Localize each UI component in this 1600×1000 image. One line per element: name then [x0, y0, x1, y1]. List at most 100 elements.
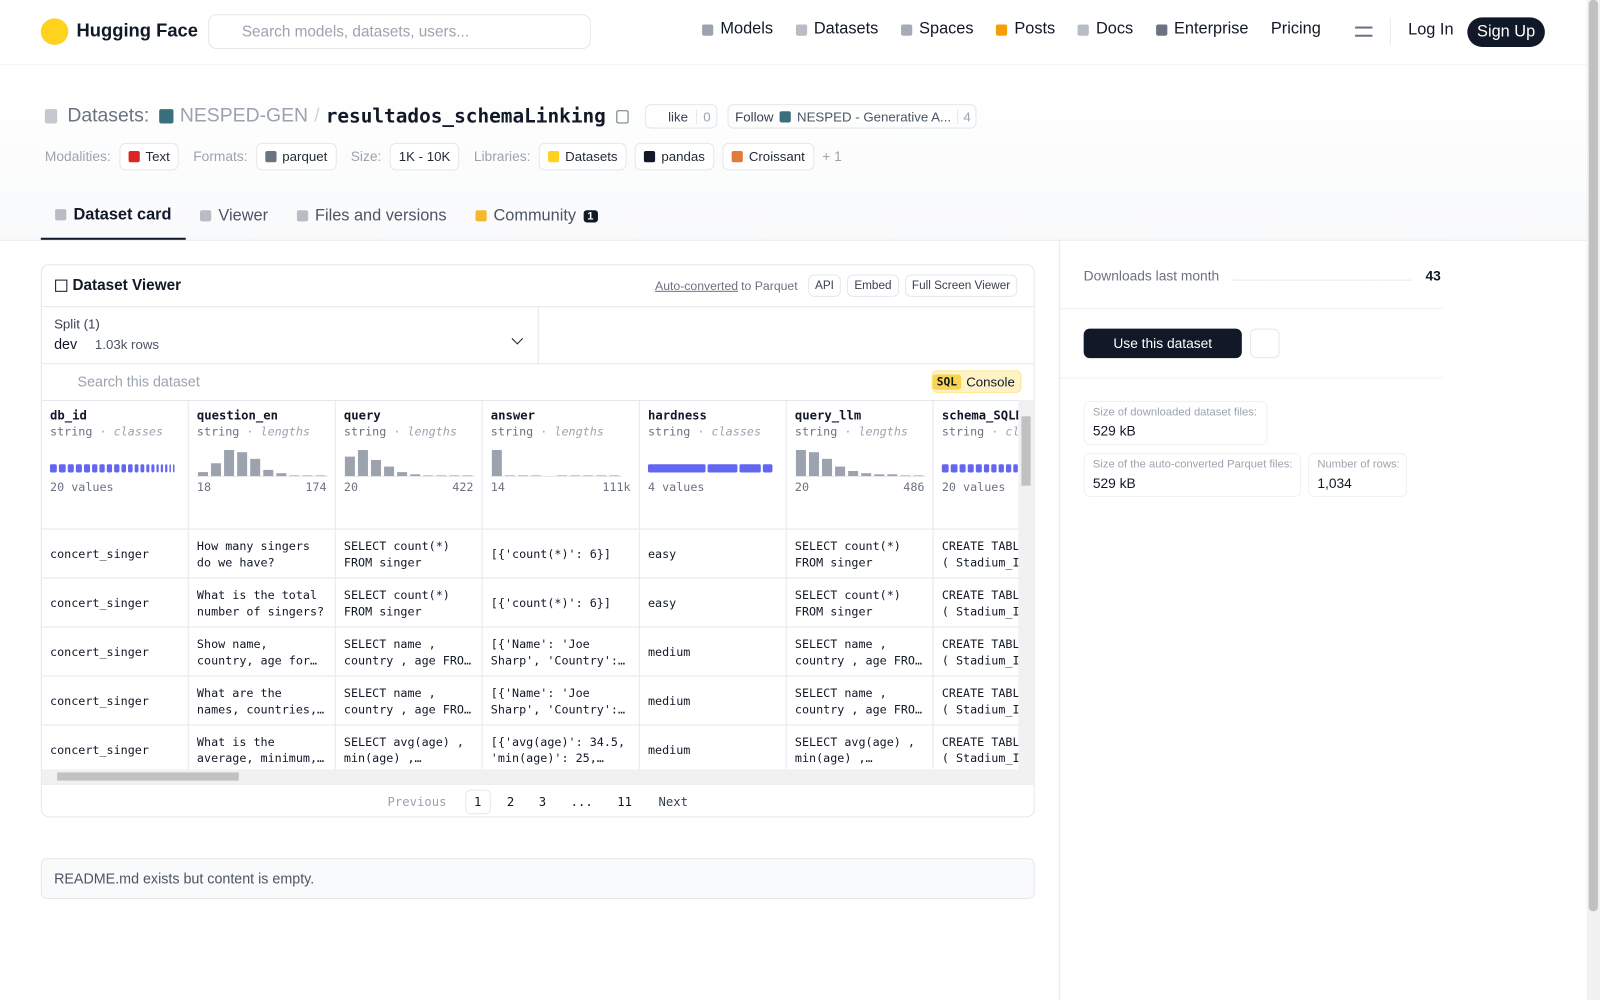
- table-cell[interactable]: CREATE TABL ( Stadium_I: [934, 579, 1019, 627]
- tab[interactable]: Viewer: [186, 192, 283, 240]
- logo-text[interactable]: Hugging Face: [76, 20, 198, 41]
- column-header[interactable]: answer string · lengths 14 111k: [483, 399, 640, 529]
- tab[interactable]: Files and versions: [282, 192, 461, 240]
- column-header[interactable]: db_id string · classes 20 values: [42, 399, 189, 529]
- nav-link[interactable]: Posts: [996, 20, 1055, 38]
- stat-box: Number of rows: 1,034: [1308, 453, 1408, 497]
- table-cell[interactable]: [{'avg(age)': 34.5, 'min(age)': 25,…: [483, 725, 640, 770]
- table-cell[interactable]: CREATE TABL ( Stadium_I: [934, 628, 1019, 676]
- page-number[interactable]: ...: [570, 794, 593, 810]
- more-tags[interactable]: + 1: [822, 148, 842, 165]
- table-cell[interactable]: CREATE TABL ( Stadium_I: [934, 530, 1019, 578]
- tag[interactable]: 1K - 10K: [389, 142, 460, 171]
- owner[interactable]: NESPED-GEN: [179, 105, 309, 127]
- table-cell[interactable]: Show name, country, age for…: [189, 627, 336, 676]
- page-number[interactable]: 1: [464, 789, 491, 815]
- table-cell[interactable]: easy: [640, 578, 787, 627]
- table-cell[interactable]: [{'Name': 'Joe Sharp', 'Country':…: [483, 627, 640, 676]
- nav-link[interactable]: Docs: [1077, 20, 1133, 38]
- cell-text: CREATE TABL ( Stadium_I: [941, 538, 1019, 569]
- table-cell[interactable]: easy: [640, 529, 787, 578]
- page-number[interactable]: 3: [538, 794, 547, 810]
- table-cell[interactable]: medium: [640, 725, 787, 770]
- column-header[interactable]: hardness string · classes 4 values: [640, 399, 787, 529]
- page-next[interactable]: Next: [658, 794, 689, 810]
- nav-icon: [996, 23, 1008, 36]
- table-cell[interactable]: medium: [640, 627, 787, 676]
- table-cell[interactable]: [{'Name': 'Joe Sharp', 'Country':…: [483, 676, 640, 725]
- table-cell[interactable]: SELECT count(*) FROM singer: [336, 529, 483, 578]
- table-cell[interactable]: medium: [640, 676, 787, 725]
- column-header[interactable]: question_en string · lengths 18 174: [189, 399, 336, 529]
- table-cell[interactable]: SELECT name , country , age FRO…: [336, 676, 483, 725]
- cell-text: SELECT count(*) FROM singer: [794, 587, 901, 618]
- nav-link[interactable]: Pricing: [1271, 20, 1321, 38]
- dataset-search[interactable]: Search this dataset SQL Console: [41, 363, 1034, 402]
- tab[interactable]: Dataset card: [40, 192, 186, 240]
- table-cell[interactable]: concert_singer: [42, 529, 189, 578]
- cell-text: medium: [647, 742, 691, 757]
- table-cell[interactable]: SELECT count(*) FROM singer: [787, 529, 934, 578]
- search-box[interactable]: Search models, datasets, users...: [208, 14, 591, 49]
- more-button[interactable]: [1249, 328, 1280, 359]
- column-header[interactable]: query string · lengths 20 422: [336, 399, 483, 529]
- column-header[interactable]: query_llm string · lengths 20 486: [787, 399, 934, 529]
- page-number[interactable]: 2: [506, 794, 515, 810]
- table-cell[interactable]: concert_singer: [42, 578, 189, 627]
- tag[interactable]: parquet: [255, 142, 337, 171]
- page-number[interactable]: 11: [617, 794, 632, 810]
- class-segment: [83, 464, 91, 473]
- table-cell[interactable]: concert_singer: [42, 725, 189, 770]
- signup[interactable]: Sign Up: [1467, 17, 1545, 47]
- class-segment: [160, 464, 164, 473]
- table-cell[interactable]: SELECT avg(age) , min(age) ,…: [787, 725, 934, 770]
- tag[interactable]: Text: [118, 142, 179, 171]
- api-button[interactable]: API: [807, 274, 842, 297]
- sql-console[interactable]: SQL Console: [931, 370, 1021, 393]
- table-cell[interactable]: What is the total number of singers?: [189, 578, 336, 627]
- nav-link[interactable]: Datasets: [795, 20, 878, 38]
- table-cell[interactable]: SELECT name , country , age FRO…: [787, 627, 934, 676]
- table-cell[interactable]: CREATE TABL ( Stadium_I: [934, 677, 1019, 725]
- menu-icon[interactable]: [1355, 26, 1373, 37]
- nav-link[interactable]: Spaces: [900, 20, 974, 38]
- cell-text: [{'count(*)': 6}]: [490, 546, 611, 561]
- use-dataset-button[interactable]: Use this dataset: [1083, 328, 1242, 359]
- table-cell[interactable]: SELECT count(*) FROM singer: [336, 578, 483, 627]
- table-cell[interactable]: What are the names, countries,…: [189, 676, 336, 725]
- cell-text: SELECT name , country , age FRO…: [794, 685, 923, 716]
- table-cell[interactable]: CREATE TABL ( Stadium_I: [934, 726, 1019, 770]
- tag[interactable]: Datasets: [538, 142, 627, 171]
- fullscreen-button[interactable]: Full Screen Viewer: [904, 274, 1018, 297]
- class-segment: [1005, 464, 1012, 473]
- histogram-bar: [410, 474, 421, 477]
- table-cell[interactable]: How many singers do we have?: [189, 529, 336, 578]
- login[interactable]: Log In: [1408, 21, 1454, 39]
- repo-name[interactable]: resultados_schemaLinking: [325, 105, 606, 128]
- page-previous[interactable]: Previous: [387, 794, 447, 810]
- table-cell[interactable]: SELECT count(*) FROM singer: [787, 578, 934, 627]
- table-cell[interactable]: SELECT avg(age) , min(age) ,…: [336, 725, 483, 770]
- nav-link[interactable]: Enterprise: [1155, 20, 1248, 38]
- copy-icon[interactable]: [616, 109, 629, 123]
- table-cell[interactable]: [{'count(*)': 6}]: [483, 529, 640, 578]
- follow-button[interactable]: Follow NESPED - Generative A... 4: [728, 104, 977, 129]
- table-cell[interactable]: [{'count(*)': 6}]: [483, 578, 640, 627]
- embed-button[interactable]: Embed: [847, 274, 899, 297]
- nav-link[interactable]: Models: [702, 20, 773, 38]
- table-cell[interactable]: SELECT name , country , age FRO…: [336, 627, 483, 676]
- table-cell[interactable]: concert_singer: [42, 676, 189, 725]
- like-button[interactable]: like 0: [644, 104, 718, 129]
- split-select[interactable]: Split (1) dev 1.03k rows: [41, 306, 539, 365]
- table-cell[interactable]: SELECT name , country , age FRO…: [787, 676, 934, 725]
- table-cell[interactable]: concert_singer: [42, 627, 189, 676]
- table-cell[interactable]: What is the average, minimum,…: [189, 725, 336, 770]
- tag[interactable]: Croissant: [722, 142, 815, 171]
- nav-icon: [1155, 23, 1167, 36]
- dot: ·: [386, 424, 408, 439]
- tag-group-label: Size:: [350, 148, 382, 165]
- tab[interactable]: Community 1: [461, 192, 612, 240]
- auto-converted[interactable]: Auto-converted: [655, 278, 739, 293]
- tag[interactable]: pandas: [634, 142, 715, 171]
